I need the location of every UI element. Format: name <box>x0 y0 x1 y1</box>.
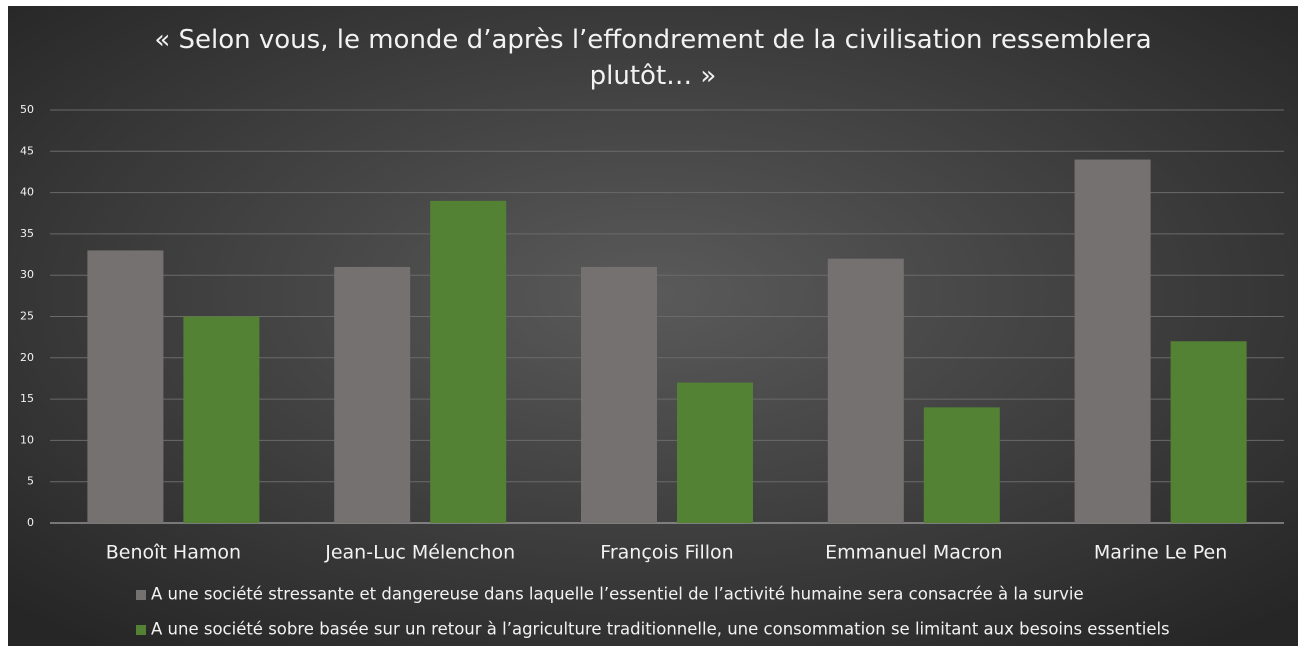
y-tick-label: 50 <box>20 103 34 116</box>
chart-title: « Selon vous, le monde d’après l’effondr… <box>154 25 1152 91</box>
y-tick-label: 40 <box>20 186 34 199</box>
bar <box>581 266 657 523</box>
y-tick-label: 0 <box>27 516 34 529</box>
y-tick-label: 20 <box>20 351 34 364</box>
y-tick-label: 10 <box>20 433 34 446</box>
bar <box>334 266 411 523</box>
y-tick-label: 45 <box>20 144 34 157</box>
legend-label: A une société sobre basée sur un retour … <box>151 620 1170 639</box>
y-tick-label: 35 <box>20 227 34 240</box>
bar <box>677 382 753 523</box>
bar <box>827 258 904 523</box>
bar <box>1074 159 1151 523</box>
legend-label: A une société stressante et dangereuse d… <box>151 585 1084 604</box>
x-tick-label: Benoît Hamon <box>106 542 241 564</box>
x-tick-label: Marine Le Pen <box>1094 542 1227 564</box>
bar <box>923 407 1000 523</box>
bar <box>183 316 260 523</box>
x-tick-label: François Fillon <box>600 542 733 564</box>
y-tick-label: 25 <box>20 310 34 323</box>
y-tick-label: 30 <box>20 268 34 281</box>
bar <box>87 250 164 524</box>
x-tick-label: Emmanuel Macron <box>825 542 1002 564</box>
x-tick-label: Jean-Luc Mélenchon <box>324 542 515 564</box>
bar <box>430 200 507 524</box>
legend-swatch <box>136 590 146 600</box>
y-tick-label: 15 <box>20 392 34 405</box>
y-tick-label: 5 <box>27 475 34 488</box>
legend-swatch <box>136 625 146 635</box>
bar <box>1170 341 1247 523</box>
